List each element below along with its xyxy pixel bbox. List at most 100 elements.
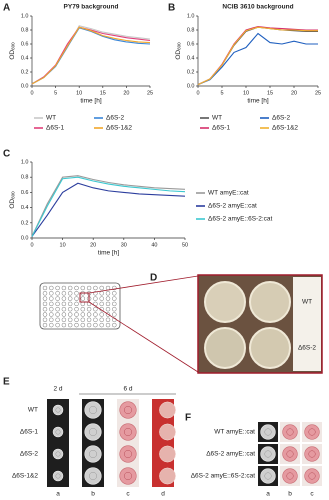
well-dot (42, 285, 48, 291)
colony-core (89, 406, 97, 414)
column-label: a (56, 491, 60, 498)
series-line (197, 25, 318, 86)
well-dot (105, 322, 111, 328)
y-tick-label: 0.6 (21, 41, 29, 47)
legend-label: Δ6S-1&2 (106, 125, 132, 132)
well-dot (80, 296, 86, 301)
well-dot (105, 296, 111, 301)
colony (84, 445, 102, 463)
colony-core (55, 407, 61, 413)
label-strip (293, 277, 321, 371)
colony-core (286, 472, 294, 480)
row-label: Δ6S-1 (20, 429, 38, 436)
well-dot (112, 285, 117, 291)
plate-diagram (39, 275, 199, 373)
well-dot (67, 301, 73, 307)
y-label-main: OD (175, 50, 182, 60)
x-tick-label: 10 (76, 90, 82, 96)
well-dot (55, 285, 60, 291)
x-tick-label: 15 (267, 90, 273, 96)
colony (260, 468, 276, 484)
colony-core (308, 472, 316, 480)
wells (42, 285, 117, 328)
well-dot (105, 301, 111, 307)
column-label: a (266, 491, 270, 498)
well-dot (105, 317, 111, 323)
x-tick-label: 10 (60, 242, 66, 248)
zoom-line (88, 275, 199, 294)
panel-label: B (168, 3, 175, 14)
well-dot (42, 301, 48, 307)
y-label-main: OD (9, 199, 16, 209)
well-dot (42, 317, 48, 323)
well-dot (86, 317, 92, 323)
colony (304, 468, 320, 484)
well-dot (61, 285, 67, 291)
colony-core (286, 428, 294, 436)
y-label-sub: 600 (11, 42, 16, 50)
well-dot (49, 296, 54, 301)
x-tick-label: 30 (121, 242, 127, 248)
row-label: WT (28, 407, 38, 414)
column-header: 6 d (123, 386, 132, 393)
row-label: WT amyE::cat (214, 429, 255, 436)
series-line (31, 175, 186, 237)
series-line (197, 26, 318, 86)
colony (84, 423, 102, 441)
colony (159, 423, 176, 441)
well-dot (67, 312, 73, 317)
colony (304, 424, 320, 440)
well-dot (112, 312, 117, 317)
row-label: Δ6S-2 amyE::cat (206, 451, 255, 458)
colony-core (55, 451, 61, 457)
well-dot (55, 301, 60, 307)
zoom-line (88, 301, 199, 373)
well (249, 327, 291, 369)
colony (119, 467, 137, 485)
y-tick-label: 0.0 (21, 235, 29, 241)
colony (52, 470, 64, 482)
y-axis-label: OD600 (175, 42, 182, 60)
panel-label: D (150, 273, 157, 284)
well-dot (61, 322, 67, 328)
legend-label: WT amyE::cat (208, 190, 249, 197)
y-axis-label: OD600 (9, 191, 16, 209)
y-tick-label: 0.8 (21, 175, 29, 181)
chart: B NCIB 3610 background 0.0 0.2 0.4 0.6 0.8 1.0 0… (168, 3, 321, 132)
x-tick-label: 0 (196, 90, 199, 96)
legend-label: WT (212, 115, 222, 122)
y-axis-label: OD600 (9, 42, 16, 60)
well-dot (112, 291, 117, 296)
well-dot (86, 285, 92, 291)
well-dot (42, 291, 48, 296)
y-tick-label: 0.4 (21, 55, 29, 61)
colony (119, 401, 137, 419)
panel-label: A (3, 3, 10, 14)
x-tick-label: 40 (151, 242, 157, 248)
well-dot (49, 322, 54, 328)
well-dot (80, 285, 86, 291)
well (204, 281, 246, 323)
colony (52, 426, 64, 438)
well-dot (67, 291, 73, 296)
y-tick-label: 0.4 (21, 205, 29, 211)
y-label-main: OD (9, 50, 16, 60)
well-dot (112, 296, 117, 301)
colony (260, 424, 276, 440)
x-axis-label: time [h] (247, 98, 269, 105)
well-dot (86, 306, 92, 312)
series-line (197, 32, 318, 86)
y-tick-label: 1.0 (21, 13, 29, 19)
well-dot (67, 296, 73, 301)
row-label: Δ6S-2 (20, 451, 38, 458)
well-dot (49, 317, 54, 323)
well-dot (99, 317, 104, 323)
well-dot (93, 291, 98, 296)
colony (84, 467, 102, 485)
colony-core (124, 428, 132, 436)
well-dot (67, 285, 73, 291)
well-dot (93, 312, 98, 317)
legend-label: Δ6S-1&2 (272, 125, 298, 132)
well-dot (93, 306, 98, 312)
well-dot (80, 312, 86, 317)
